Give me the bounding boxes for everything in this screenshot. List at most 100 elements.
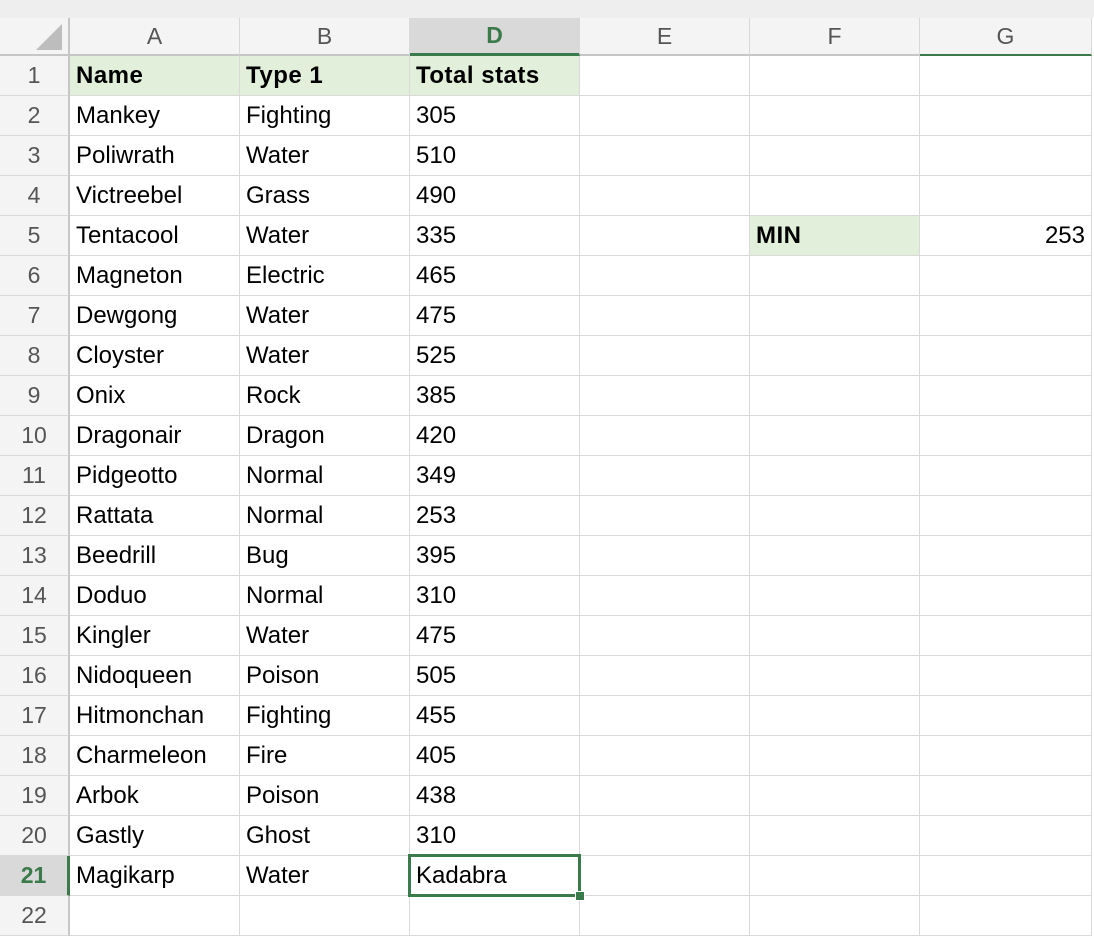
- cell-b22[interactable]: [240, 896, 410, 936]
- cell-d7[interactable]: 475: [410, 296, 580, 336]
- row-header-16[interactable]: 16: [0, 656, 70, 696]
- cell-d14[interactable]: 310: [410, 576, 580, 616]
- cell-e17[interactable]: [580, 696, 750, 736]
- cell-f4[interactable]: [750, 176, 920, 216]
- cell-d22[interactable]: [410, 896, 580, 936]
- cell-e1[interactable]: [580, 56, 750, 96]
- select-all-button[interactable]: [0, 18, 70, 56]
- cell-g6[interactable]: [920, 256, 1092, 296]
- cell-b17[interactable]: Fighting: [240, 696, 410, 736]
- cell-g20[interactable]: [920, 816, 1092, 856]
- row-header-18[interactable]: 18: [0, 736, 70, 776]
- cell-g9[interactable]: [920, 376, 1092, 416]
- cell-d10[interactable]: 420: [410, 416, 580, 456]
- cell-f18[interactable]: [750, 736, 920, 776]
- cell-g12[interactable]: [920, 496, 1092, 536]
- cell-b8[interactable]: Water: [240, 336, 410, 376]
- cell-f13[interactable]: [750, 536, 920, 576]
- cell-a13[interactable]: Beedrill: [70, 536, 240, 576]
- cell-a20[interactable]: Gastly: [70, 816, 240, 856]
- cell-b2[interactable]: Fighting: [240, 96, 410, 136]
- cell-d9[interactable]: 385: [410, 376, 580, 416]
- cell-f9[interactable]: [750, 376, 920, 416]
- cell-b10[interactable]: Dragon: [240, 416, 410, 456]
- cell-b5[interactable]: Water: [240, 216, 410, 256]
- cell-a2[interactable]: Mankey: [70, 96, 240, 136]
- cell-f7[interactable]: [750, 296, 920, 336]
- cell-b20[interactable]: Ghost: [240, 816, 410, 856]
- cell-f12[interactable]: [750, 496, 920, 536]
- cell-d12[interactable]: 253: [410, 496, 580, 536]
- row-header-13[interactable]: 13: [0, 536, 70, 576]
- column-title-d[interactable]: Total stats: [410, 56, 580, 96]
- column-header-g[interactable]: G: [920, 18, 1092, 56]
- fill-handle[interactable]: [575, 891, 585, 901]
- cell-e8[interactable]: [580, 336, 750, 376]
- column-title-b[interactable]: Type 1: [240, 56, 410, 96]
- cell-a19[interactable]: Arbok: [70, 776, 240, 816]
- cell-d21[interactable]: Kadabra: [410, 856, 580, 896]
- cell-e3[interactable]: [580, 136, 750, 176]
- cell-d15[interactable]: 475: [410, 616, 580, 656]
- cell-b11[interactable]: Normal: [240, 456, 410, 496]
- cell-g16[interactable]: [920, 656, 1092, 696]
- row-header-3[interactable]: 3: [0, 136, 70, 176]
- cell-a14[interactable]: Doduo: [70, 576, 240, 616]
- cell-b3[interactable]: Water: [240, 136, 410, 176]
- cell-a6[interactable]: Magneton: [70, 256, 240, 296]
- cell-g1[interactable]: [920, 56, 1092, 96]
- row-header-6[interactable]: 6: [0, 256, 70, 296]
- cell-g17[interactable]: [920, 696, 1092, 736]
- cell-g8[interactable]: [920, 336, 1092, 376]
- row-header-9[interactable]: 9: [0, 376, 70, 416]
- row-header-11[interactable]: 11: [0, 456, 70, 496]
- cell-b14[interactable]: Normal: [240, 576, 410, 616]
- cell-e4[interactable]: [580, 176, 750, 216]
- cell-e21[interactable]: [580, 856, 750, 896]
- column-header-a[interactable]: A: [70, 18, 240, 56]
- cell-f2[interactable]: [750, 96, 920, 136]
- cell-a5[interactable]: Tentacool: [70, 216, 240, 256]
- cell-f3[interactable]: [750, 136, 920, 176]
- row-header-17[interactable]: 17: [0, 696, 70, 736]
- row-header-22[interactable]: 22: [0, 896, 70, 936]
- cell-g19[interactable]: [920, 776, 1092, 816]
- cell-g15[interactable]: [920, 616, 1092, 656]
- cell-d6[interactable]: 465: [410, 256, 580, 296]
- cell-e5[interactable]: [580, 216, 750, 256]
- cell-e22[interactable]: [580, 896, 750, 936]
- cell-g14[interactable]: [920, 576, 1092, 616]
- cell-g13[interactable]: [920, 536, 1092, 576]
- cell-a15[interactable]: Kingler: [70, 616, 240, 656]
- cell-f10[interactable]: [750, 416, 920, 456]
- cell-d20[interactable]: 310: [410, 816, 580, 856]
- cell-e19[interactable]: [580, 776, 750, 816]
- cell-f11[interactable]: [750, 456, 920, 496]
- column-header-d[interactable]: D: [410, 18, 580, 56]
- cell-g4[interactable]: [920, 176, 1092, 216]
- cell-g21[interactable]: [920, 856, 1092, 896]
- cell-g3[interactable]: [920, 136, 1092, 176]
- cell-b13[interactable]: Bug: [240, 536, 410, 576]
- cell-a11[interactable]: Pidgeotto: [70, 456, 240, 496]
- row-header-7[interactable]: 7: [0, 296, 70, 336]
- cell-e7[interactable]: [580, 296, 750, 336]
- cell-a3[interactable]: Poliwrath: [70, 136, 240, 176]
- cell-b12[interactable]: Normal: [240, 496, 410, 536]
- cell-b4[interactable]: Grass: [240, 176, 410, 216]
- cell-a17[interactable]: Hitmonchan: [70, 696, 240, 736]
- cell-d19[interactable]: 438: [410, 776, 580, 816]
- cell-b7[interactable]: Water: [240, 296, 410, 336]
- cell-a10[interactable]: Dragonair: [70, 416, 240, 456]
- row-header-1[interactable]: 1: [0, 56, 70, 96]
- cell-f17[interactable]: [750, 696, 920, 736]
- cell-a7[interactable]: Dewgong: [70, 296, 240, 336]
- column-header-b[interactable]: B: [240, 18, 410, 56]
- cell-b19[interactable]: Poison: [240, 776, 410, 816]
- row-header-12[interactable]: 12: [0, 496, 70, 536]
- cell-f1[interactable]: [750, 56, 920, 96]
- cell-f16[interactable]: [750, 656, 920, 696]
- cell-b6[interactable]: Electric: [240, 256, 410, 296]
- cell-e12[interactable]: [580, 496, 750, 536]
- min-value-cell[interactable]: 253: [920, 216, 1092, 256]
